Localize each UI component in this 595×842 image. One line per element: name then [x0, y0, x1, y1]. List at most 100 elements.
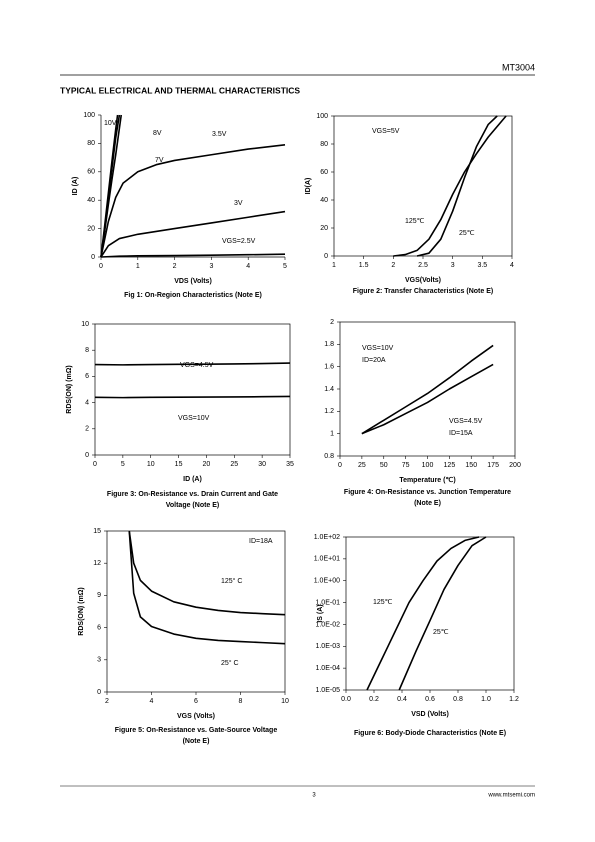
y-tick-label: 80 — [87, 140, 95, 147]
x-tick-label: 4 — [246, 263, 250, 270]
curve-label: 25° C — [221, 659, 239, 667]
y-tick-label: 1.0E-03 — [315, 643, 340, 650]
figure-caption: Voltage (Note E) — [166, 502, 220, 509]
y-tick-label: 40 — [87, 197, 95, 204]
curve — [100, 144, 286, 258]
x-tick-label: 8 — [239, 698, 243, 705]
curve-label: VGS=4.5V — [449, 418, 483, 425]
x-axis-label: VDS (Volts) — [174, 278, 212, 285]
curve — [366, 536, 480, 691]
x-tick-label: 4 — [510, 262, 514, 269]
x-tick-label: 3.5 — [477, 262, 487, 269]
y-tick-label: 1.0E-01 — [315, 599, 340, 606]
curve-label: VGS=10V — [178, 415, 210, 422]
curve — [94, 395, 291, 399]
y-tick-label: 20 — [320, 225, 328, 232]
y-tick-label: 1.2 — [324, 408, 334, 415]
y-tick-label: 4 — [85, 399, 89, 406]
x-tick-label: 6 — [194, 698, 198, 705]
figure-caption: Figure 2: Transfer Characteristics (Note… — [353, 288, 493, 295]
x-tick-label: 200 — [509, 462, 521, 469]
y-tick-label: 1.0E+00 — [314, 578, 340, 585]
y-tick-label: 0 — [97, 689, 101, 696]
y-tick-label: 20 — [87, 225, 95, 232]
figure-caption: (Note E) — [414, 500, 441, 507]
curve-label: ID=18A — [249, 538, 273, 545]
y-axis-label: RDS(ON) (mΩ) — [78, 587, 85, 635]
x-tick-label: 2.5 — [418, 262, 428, 269]
x-tick-label: 25 — [230, 461, 238, 468]
footer-url: www.mtsemi.com — [487, 793, 535, 799]
x-tick-label: 10 — [281, 698, 289, 705]
x-tick-label: 20 — [203, 461, 211, 468]
y-tick-label: 0.8 — [324, 453, 334, 460]
x-axis-label: Temperature (℃) — [399, 476, 455, 484]
x-tick-label: 15 — [175, 461, 183, 468]
y-tick-label: 1.0E-02 — [315, 621, 340, 628]
x-tick-label: 1.2 — [509, 696, 519, 703]
plot-frame — [339, 321, 516, 457]
x-tick-label: 25 — [358, 462, 366, 469]
section-title: TYPICAL ELECTRICAL AND THERMAL CHARACTER… — [60, 85, 300, 95]
curve — [416, 115, 498, 257]
curve — [361, 363, 494, 435]
x-tick-label: 2 — [105, 698, 109, 705]
curve-label: 3.5V — [212, 131, 227, 138]
x-tick-label: 50 — [380, 462, 388, 469]
y-tick-label: 0 — [85, 452, 89, 459]
curve-label: 125℃ — [373, 599, 393, 606]
curve — [393, 115, 507, 257]
y-tick-label: 8 — [85, 347, 89, 354]
x-axis-label: VGS(Volts) — [405, 277, 441, 284]
curve — [94, 362, 291, 366]
x-tick-label: 175 — [487, 462, 499, 469]
curve-label: VGS=4.5V — [180, 362, 214, 369]
x-tick-label: 0.4 — [397, 696, 407, 703]
y-tick-label: 60 — [87, 169, 95, 176]
y-tick-label: 1.0E+01 — [314, 556, 340, 563]
curve-label: 7V — [155, 157, 164, 164]
curve-label: ID=15A — [449, 430, 473, 437]
y-tick-label: 1.6 — [324, 364, 334, 371]
plot-frame — [345, 536, 515, 691]
x-axis-label: ID (A) — [183, 476, 202, 483]
figure-caption: Figure 3: On-Resistance vs. Drain Curren… — [107, 491, 278, 498]
x-tick-label: 2 — [391, 262, 395, 269]
y-axis-label: ID (A) — [72, 177, 79, 196]
x-axis-label: VSD (Volts) — [411, 711, 449, 718]
curve-label: 25℃ — [459, 230, 475, 237]
curve-label: 3V — [234, 200, 243, 207]
figure-caption: (Note E) — [183, 738, 210, 745]
y-tick-label: 2 — [85, 426, 89, 433]
figure-caption: Figure 5: On-Resistance vs. Gate-Source … — [115, 727, 278, 734]
x-tick-label: 100 — [422, 462, 434, 469]
curve — [128, 530, 286, 616]
page-number: 3 — [312, 793, 316, 799]
y-tick-label: 9 — [97, 592, 101, 599]
curve — [128, 530, 286, 645]
curve — [361, 344, 494, 435]
x-tick-label: 75 — [402, 462, 410, 469]
x-tick-label: 5 — [121, 461, 125, 468]
y-tick-label: 100 — [316, 113, 328, 120]
x-tick-label: 2 — [173, 263, 177, 270]
x-tick-label: 0.8 — [453, 696, 463, 703]
y-tick-label: 6 — [85, 373, 89, 380]
x-tick-label: 0 — [99, 263, 103, 270]
curve-label: 125℃ — [405, 218, 425, 225]
figure-caption: Figure 6: Body-Diode Characteristics (No… — [354, 730, 506, 737]
y-tick-label: 0 — [324, 253, 328, 260]
figure-caption: Fig 1: On-Region Characteristics (Note E… — [124, 292, 262, 299]
curve-label: VGS=10V — [362, 345, 394, 352]
x-tick-label: 30 — [258, 461, 266, 468]
x-tick-label: 10 — [147, 461, 155, 468]
x-tick-label: 35 — [286, 461, 294, 468]
curve-label: VGS=2.5V — [222, 238, 256, 245]
x-tick-label: 0.0 — [341, 696, 351, 703]
x-tick-label: 0.6 — [425, 696, 435, 703]
y-axis-label: ID(A) — [305, 178, 312, 195]
y-tick-label: 6 — [97, 624, 101, 631]
figure-caption: Figure 4: On-Resistance vs. Junction Tem… — [344, 489, 511, 496]
plot-frame — [106, 530, 286, 693]
